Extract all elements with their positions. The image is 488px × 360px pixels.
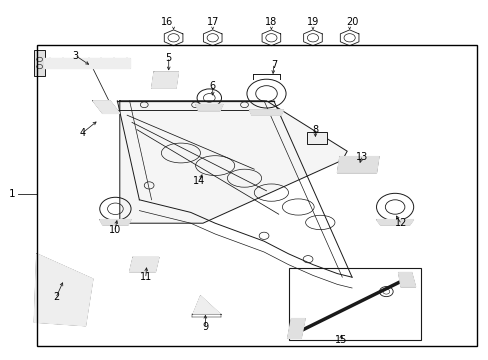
Polygon shape (93, 101, 120, 113)
Text: 14: 14 (193, 176, 205, 186)
Polygon shape (34, 254, 93, 326)
Text: 16: 16 (161, 17, 173, 27)
Text: 3: 3 (73, 51, 79, 61)
Text: 7: 7 (270, 60, 276, 70)
Text: 19: 19 (306, 17, 319, 27)
Bar (34, 50, 45, 76)
Text: 17: 17 (206, 17, 219, 27)
Polygon shape (376, 220, 413, 225)
Text: 6: 6 (209, 81, 215, 91)
Text: 9: 9 (202, 322, 208, 332)
Text: 10: 10 (108, 225, 121, 235)
Text: 8: 8 (312, 125, 318, 135)
Bar (288, 268, 420, 340)
Text: 1: 1 (9, 189, 16, 199)
Polygon shape (195, 104, 223, 111)
Polygon shape (249, 110, 283, 115)
Text: 11: 11 (139, 272, 152, 282)
Polygon shape (193, 296, 220, 314)
Polygon shape (129, 257, 159, 272)
Text: 13: 13 (355, 152, 367, 162)
Bar (306, 132, 326, 144)
Text: 20: 20 (345, 17, 358, 27)
Text: 12: 12 (394, 218, 407, 228)
Polygon shape (151, 72, 178, 88)
Text: 18: 18 (264, 17, 277, 27)
Polygon shape (287, 319, 305, 338)
Polygon shape (398, 273, 415, 287)
Text: 2: 2 (53, 292, 59, 302)
Polygon shape (44, 58, 129, 68)
Text: 15: 15 (334, 335, 347, 345)
Polygon shape (100, 220, 131, 225)
Text: 5: 5 (165, 53, 171, 63)
Polygon shape (337, 157, 378, 173)
Text: 4: 4 (79, 128, 85, 138)
Bar (37, 45, 476, 346)
Polygon shape (120, 101, 346, 223)
